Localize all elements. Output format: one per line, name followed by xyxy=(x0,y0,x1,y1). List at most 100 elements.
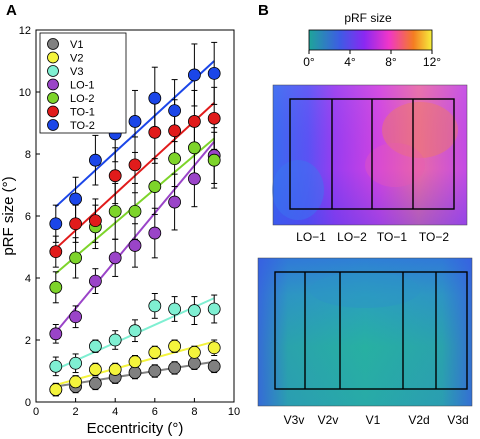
point-to-2 xyxy=(148,91,162,105)
point-lo-1 xyxy=(49,327,63,341)
point-to-1 xyxy=(69,217,82,231)
heatmap-top-labels: LO−1 LO−2 TO−1 TO−2 xyxy=(296,230,449,244)
point-lo-2 xyxy=(187,141,201,155)
panel-label-b: B xyxy=(258,2,269,19)
colorbar-tick-label: 4° xyxy=(344,55,356,69)
point-lo-2 xyxy=(49,280,63,294)
point-v2 xyxy=(148,345,162,359)
x-tick-label: 10 xyxy=(228,406,240,418)
point-v2 xyxy=(89,363,102,376)
legend-marker-to-2 xyxy=(47,119,59,131)
y-axis-ticks: 0 2 4 6 8 10 12 xyxy=(19,25,40,409)
colorbar-ticks: 0° 4° 8° 12° xyxy=(303,50,441,69)
x-axis-ticks: 0 2 4 6 8 10 xyxy=(33,398,240,418)
point-to-1 xyxy=(187,115,201,128)
point-to-1 xyxy=(89,214,102,228)
heatmap-panel: pRF size 0° 4° 8° 12° LO−1 LO−2 TO−1 TO−2 xyxy=(257,11,473,427)
heatmap-top: LO−1 LO−2 TO−1 TO−2 xyxy=(272,84,468,244)
legend-label-to-1: TO-1 xyxy=(70,107,95,119)
heatmap-top-label-lo-2: LO−2 xyxy=(337,230,367,244)
point-v2 xyxy=(49,383,63,397)
heatmap-bottom-label-v2d: V2d xyxy=(408,413,429,427)
point-v3 xyxy=(168,302,182,316)
heatmap-top-grid xyxy=(289,98,455,210)
point-to-1 xyxy=(168,124,182,138)
point-v1 xyxy=(187,356,201,370)
x-tick-label: 4 xyxy=(112,406,118,418)
y-tick-label: 2 xyxy=(25,335,31,347)
point-to-2 xyxy=(168,104,182,117)
point-v3 xyxy=(89,339,102,353)
y-tick-label: 4 xyxy=(25,273,31,285)
scatter-chart: 0 2 4 6 8 10 0 2 4 6 8 10 12 Eccentricity (°) pRF s… xyxy=(0,25,240,437)
point-v3 xyxy=(148,299,162,313)
heatmap-bottom-label-v3d: V3d xyxy=(447,413,468,427)
legend-marker-lo-1 xyxy=(47,78,59,91)
point-v1 xyxy=(148,364,162,378)
y-tick-label: 0 xyxy=(25,397,31,409)
point-lo-1 xyxy=(187,172,201,186)
point-to-1 xyxy=(108,169,122,183)
point-lo-1 xyxy=(89,274,102,288)
heatmap-bottom-grid xyxy=(274,271,468,390)
point-v3 xyxy=(108,333,122,347)
y-tick-label: 6 xyxy=(25,211,31,223)
legend-marker-v3 xyxy=(47,65,59,77)
legend-marker-v1 xyxy=(47,38,59,50)
point-lo-1 xyxy=(128,239,142,252)
point-to-1 xyxy=(128,158,142,172)
point-v1 xyxy=(128,366,142,379)
data-points xyxy=(49,67,221,397)
heatmap-bottom-label-v3v: V3v xyxy=(284,413,305,427)
point-to-1 xyxy=(49,245,63,259)
point-to-1 xyxy=(207,111,221,125)
point-v3 xyxy=(69,356,82,370)
y-axis-label: pRF size (°) xyxy=(0,176,17,255)
point-v1 xyxy=(207,359,221,373)
colorbar-title: pRF size xyxy=(344,11,392,25)
legend-label-v1: V1 xyxy=(70,39,83,51)
legend-label-v2: V2 xyxy=(70,53,83,65)
x-axis-label: Eccentricity (°) xyxy=(87,420,184,437)
point-v2 xyxy=(128,355,142,369)
point-to-2 xyxy=(69,192,82,206)
point-lo-2 xyxy=(69,251,82,265)
colorbar-tick-label: 0° xyxy=(303,55,315,69)
heatmap-bottom: V3v V2v V1 V2d V3d xyxy=(257,257,473,427)
y-tick-label: 8 xyxy=(25,149,31,161)
colorbar-tick-label: 8° xyxy=(385,55,397,69)
point-v2 xyxy=(168,339,182,353)
legend-marker-to-1 xyxy=(47,105,59,118)
legend-label-to-2: TO-2 xyxy=(70,120,95,132)
heatmap-bottom-labels: V3v V2v V1 V2d V3d xyxy=(284,413,469,427)
x-tick-label: 6 xyxy=(152,406,158,418)
panel-label-a: A xyxy=(6,2,17,19)
point-v3 xyxy=(128,324,142,338)
legend-marker-v2 xyxy=(47,51,59,64)
point-to-2 xyxy=(89,153,102,167)
point-lo-1 xyxy=(168,195,182,209)
legend-marker-lo-2 xyxy=(47,92,59,104)
point-v3 xyxy=(187,304,201,317)
point-to-1 xyxy=(148,125,162,139)
heatmap-bottom-label-v1: V1 xyxy=(366,413,381,427)
heatmap-top-label-to-2: TO−2 xyxy=(419,230,449,244)
x-tick-label: 0 xyxy=(33,406,39,418)
point-v3 xyxy=(207,302,221,316)
colorbar-tick-label: 12° xyxy=(423,55,441,69)
heatmap-top-label-to-1: TO−1 xyxy=(377,230,407,244)
fit-lines xyxy=(55,60,215,388)
point-lo-2 xyxy=(207,153,221,167)
x-tick-label: 8 xyxy=(191,406,197,418)
point-v1 xyxy=(89,376,102,390)
point-lo-2 xyxy=(108,204,122,218)
legend-label-lo-2: LO-2 xyxy=(70,93,94,105)
point-to-2 xyxy=(49,217,63,231)
point-to-2 xyxy=(128,115,142,128)
point-lo-2 xyxy=(168,152,182,166)
heatmap-bottom-label-v2v: V2v xyxy=(318,413,339,427)
point-v2 xyxy=(207,341,221,355)
point-v2 xyxy=(108,363,122,376)
